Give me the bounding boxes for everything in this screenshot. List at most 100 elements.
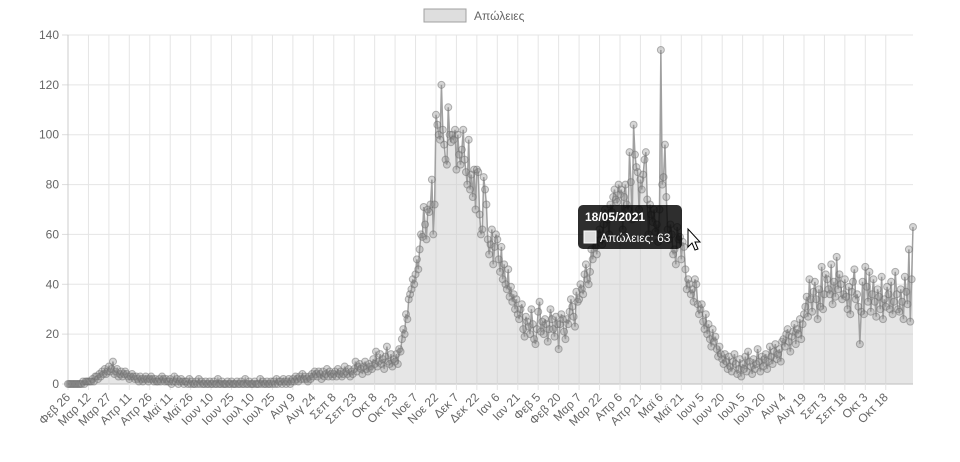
- point: [515, 315, 524, 324]
- point: [810, 277, 819, 286]
- point: [547, 315, 556, 324]
- point: [442, 160, 451, 169]
- point: [884, 290, 893, 299]
- point: [904, 245, 913, 254]
- point: [626, 178, 635, 187]
- point: [554, 345, 563, 354]
- point: [850, 265, 859, 274]
- point: [823, 275, 832, 284]
- point: [907, 275, 916, 284]
- point: [701, 310, 710, 319]
- point: [671, 260, 680, 269]
- y-tick-label: 120: [39, 78, 59, 92]
- tooltip-title: 18/05/2021: [585, 210, 645, 224]
- point: [660, 140, 669, 149]
- point: [630, 150, 639, 159]
- point: [817, 262, 826, 271]
- point: [427, 175, 436, 184]
- point: [909, 222, 917, 231]
- point: [400, 330, 409, 339]
- point: [474, 168, 483, 177]
- point: [490, 242, 499, 251]
- y-tick-label: 60: [46, 227, 60, 241]
- point: [497, 242, 506, 251]
- point: [457, 145, 466, 154]
- point: [832, 252, 841, 261]
- point: [504, 265, 513, 274]
- point: [571, 322, 579, 331]
- point: [827, 260, 836, 269]
- point: [829, 277, 838, 286]
- tooltip-swatch: [583, 230, 597, 244]
- point: [553, 320, 562, 329]
- point: [813, 315, 822, 324]
- point: [412, 255, 421, 264]
- point: [579, 290, 588, 299]
- point: [887, 277, 896, 286]
- point: [620, 193, 629, 202]
- point: [585, 267, 594, 276]
- point: [494, 255, 503, 264]
- tooltip-label: Απώλειες: 63: [600, 231, 671, 245]
- point: [640, 155, 649, 164]
- point: [692, 280, 701, 289]
- point: [418, 232, 427, 241]
- point: [866, 307, 875, 316]
- point: [464, 135, 473, 144]
- point: [881, 302, 890, 311]
- point: [531, 340, 540, 349]
- point: [421, 220, 430, 229]
- point: [429, 230, 438, 239]
- point: [478, 225, 487, 234]
- point: [902, 287, 911, 296]
- point: [481, 185, 490, 194]
- point: [859, 310, 868, 319]
- point: [797, 335, 806, 344]
- point: [906, 317, 915, 326]
- point: [879, 315, 888, 324]
- point: [806, 295, 815, 304]
- point: [431, 110, 440, 119]
- point: [763, 365, 772, 374]
- point: [828, 300, 837, 309]
- point: [382, 342, 391, 351]
- point: [677, 255, 686, 264]
- point: [715, 342, 724, 351]
- point: [759, 362, 768, 371]
- point: [613, 198, 622, 207]
- point: [396, 347, 405, 356]
- point: [744, 347, 753, 356]
- point: [831, 292, 840, 301]
- point: [581, 260, 590, 269]
- tooltip: 18/05/2021 Απώλειες: 63: [578, 205, 702, 251]
- point: [512, 295, 521, 304]
- point: [502, 285, 511, 294]
- point: [460, 155, 469, 164]
- point: [372, 347, 381, 356]
- point: [819, 305, 828, 314]
- point: [753, 345, 762, 354]
- y-tick-label: 0: [52, 377, 59, 391]
- point: [558, 315, 567, 324]
- point: [812, 295, 821, 304]
- point: [730, 350, 739, 359]
- point: [895, 307, 904, 316]
- point: [846, 310, 855, 319]
- point: [415, 245, 424, 254]
- point: [888, 310, 897, 319]
- point: [801, 302, 810, 311]
- point: [508, 297, 517, 306]
- y-tick-label: 100: [39, 128, 59, 142]
- point: [720, 350, 729, 359]
- point: [877, 272, 886, 281]
- point: [453, 130, 462, 139]
- point: [380, 365, 389, 374]
- point: [891, 267, 900, 276]
- point: [550, 332, 559, 341]
- point: [485, 250, 494, 259]
- point: [569, 312, 578, 321]
- point: [468, 193, 477, 202]
- point: [872, 312, 881, 321]
